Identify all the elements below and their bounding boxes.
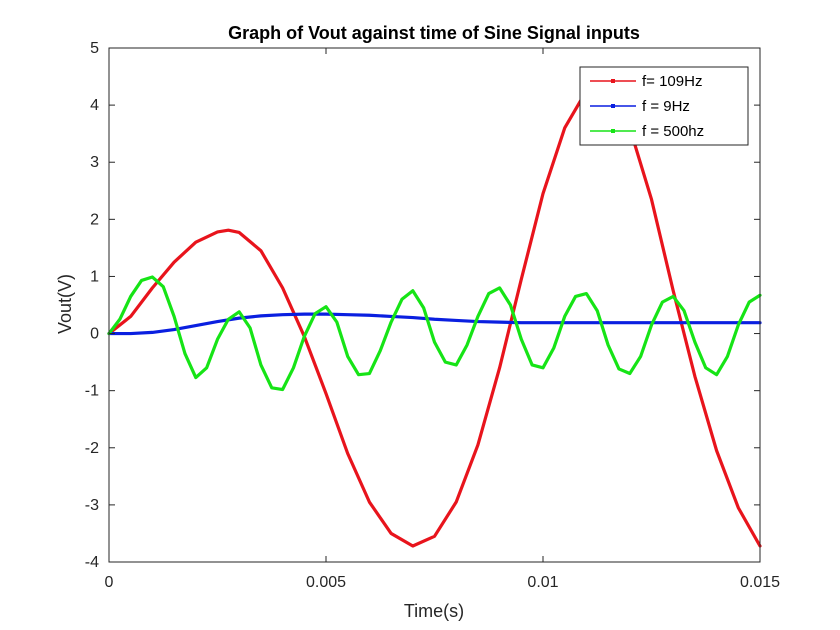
legend-label-2: f = 9Hz xyxy=(642,98,690,115)
x-tick-label: 0.015 xyxy=(740,574,780,591)
y-tick-label: 4 xyxy=(90,97,99,114)
legend-marker-3 xyxy=(611,129,615,133)
legend-label-1: f= 109Hz xyxy=(642,73,702,90)
legend: f= 109Hz f = 9Hz f = 500hz xyxy=(579,66,749,146)
y-tick-label: -1 xyxy=(85,383,99,400)
x-axis-label: Time(s) xyxy=(404,601,464,621)
y-axis-label: Vout(V) xyxy=(55,274,75,334)
y-tick-label: 5 xyxy=(90,40,99,57)
y-tick-label: -3 xyxy=(85,497,99,514)
y-tick-label: -2 xyxy=(85,440,99,457)
x-tick-label: 0 xyxy=(105,574,114,591)
y-tick-label: 1 xyxy=(90,268,99,285)
x-tick-label: 0.01 xyxy=(527,574,558,591)
series-line-1 xyxy=(107,86,762,548)
legend-marker-1 xyxy=(611,79,615,83)
legend-marker-2 xyxy=(611,104,615,108)
series-layer xyxy=(107,86,762,548)
chart-title: Graph of Vout against time of Sine Signa… xyxy=(228,23,640,43)
y-tick-label: -4 xyxy=(85,554,99,571)
axes-box xyxy=(108,47,761,563)
series-line-2 xyxy=(107,312,762,336)
axes-layer: 0 0.005 0.01 0.015 -4 -3 -2 -1 0 1 2 3 4 5 xyxy=(85,40,780,591)
x-tick-label: 0.005 xyxy=(306,574,346,591)
y-tick-label: 2 xyxy=(90,211,99,228)
y-tick-label: 3 xyxy=(90,154,99,171)
series-line-3 xyxy=(107,275,762,392)
legend-label-3: f = 500hz xyxy=(642,123,704,140)
y-tick-label: 0 xyxy=(90,326,99,343)
